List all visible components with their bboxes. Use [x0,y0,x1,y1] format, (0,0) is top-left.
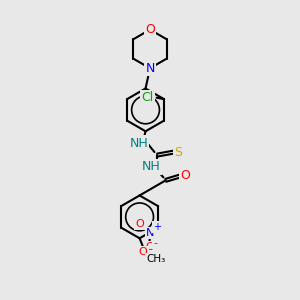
Text: S: S [174,146,182,159]
Text: N: N [146,228,154,238]
Text: Cl: Cl [142,91,154,104]
Text: CH₃: CH₃ [146,254,166,264]
Text: O: O [135,219,144,229]
Text: O: O [145,23,155,36]
Text: +: + [153,222,160,232]
Text: N: N [145,62,155,75]
Text: NH: NH [129,137,148,150]
Text: O: O [180,169,190,182]
Text: O: O [139,247,148,256]
Text: NH: NH [142,160,160,173]
Text: -: - [154,238,158,248]
Text: O: O [145,242,154,252]
